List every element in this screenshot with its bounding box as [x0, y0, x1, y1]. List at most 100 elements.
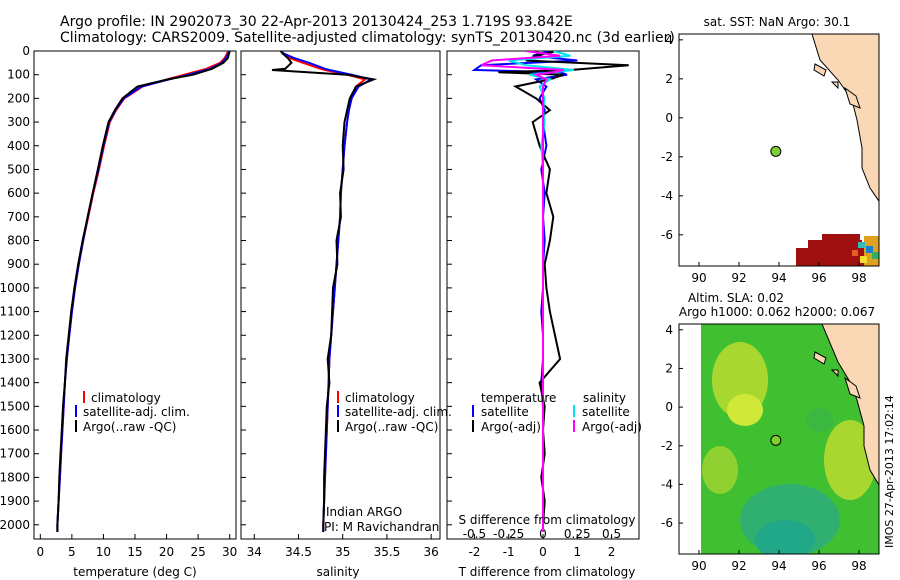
series-line	[56, 51, 231, 532]
y-tick-label: 500	[7, 162, 30, 176]
legend-label-climatology: climatology	[91, 391, 161, 405]
top-x-tick-label: -0.25	[493, 527, 524, 541]
x-tick-label: 34	[247, 545, 262, 559]
difference-legend: temperature satellite Argo(-adj) salinit…	[472, 391, 642, 434]
sst-data-cells	[796, 234, 879, 266]
x-tick-label: 10	[96, 545, 111, 559]
series-line	[56, 51, 231, 532]
sla-blob	[727, 394, 763, 426]
sla-blob	[702, 446, 738, 494]
legend-title-temperature: temperature	[481, 391, 556, 405]
y-tick-label: 1800	[0, 470, 30, 484]
y-tick-label: 1100	[0, 305, 30, 319]
temperature-panel-frame	[33, 50, 237, 540]
sumatra-coast	[811, 34, 879, 203]
top-x-tick-label: 0.5	[602, 527, 621, 541]
y-tick-label: 1600	[0, 423, 30, 437]
island	[844, 376, 861, 399]
legend-label-temp-satellite: satellite	[481, 405, 529, 419]
x-tick-label: 34.5	[285, 545, 312, 559]
island	[830, 369, 839, 378]
y-tick-label: 0	[665, 400, 673, 414]
sst-cell	[860, 256, 867, 263]
y-tick-label: -6	[661, 228, 673, 242]
y-tick-label: 1000	[0, 281, 30, 295]
y-tick-label: 600	[7, 186, 30, 200]
y-tick-label: 800	[7, 234, 30, 248]
credit-label: IMOS 27-Apr-2013 17:02:14	[883, 395, 896, 548]
y-tick-label: 0	[665, 111, 673, 125]
sst-map-body	[679, 34, 879, 266]
series-line	[471, 51, 578, 532]
x-tick-label: 0	[36, 545, 44, 559]
y-tick-label: 200	[7, 91, 30, 105]
salinity-lines	[271, 51, 378, 532]
x-tick-label: 98	[851, 271, 866, 285]
y-tick-label: 0	[22, 44, 30, 58]
x-tick-label: 98	[851, 559, 866, 573]
x-tick-label: 0	[539, 545, 547, 559]
temperature-lines	[56, 51, 231, 532]
x-tick-label: 94	[771, 559, 786, 573]
series-line	[280, 51, 374, 532]
difference-top-xlabel: S difference from climatology	[459, 513, 636, 527]
legend-label-satellite: satellite-adj. clim.	[345, 405, 452, 419]
difference-lines	[471, 51, 629, 532]
series-line	[279, 51, 367, 532]
series-line	[480, 51, 564, 532]
x-tick-label: -1	[503, 545, 515, 559]
island	[813, 351, 827, 365]
x-tick-label: 35	[335, 545, 350, 559]
legend-title-salinity: salinity	[583, 391, 626, 405]
x-tick-label: -2	[468, 545, 480, 559]
y-tick-label: 4	[665, 33, 673, 47]
y-tick-label: 4	[665, 323, 673, 337]
top-x-tick-label: 0	[539, 527, 547, 541]
x-tick-label: 5	[68, 545, 76, 559]
salinity-xlabel: salinity	[316, 565, 359, 579]
sst-map-title: sat. SST: NaN Argo: 30.1	[704, 15, 851, 29]
program-label: Indian ARGO	[326, 505, 402, 519]
sla-blob	[755, 520, 815, 554]
y-tick-label: 700	[7, 210, 30, 224]
top-x-tick-label: 0.25	[564, 527, 591, 541]
x-tick-label: 30	[222, 545, 237, 559]
x-tick-label: 96	[811, 559, 826, 573]
y-tick-label: 1200	[0, 328, 30, 342]
y-tick-label: 2000	[0, 518, 30, 532]
y-tick-label: -6	[661, 516, 673, 530]
y-tick-label: 900	[7, 257, 30, 271]
x-tick-label: 90	[691, 271, 706, 285]
sla-map-body	[679, 324, 879, 554]
sla-blob	[806, 408, 834, 432]
salinity-legend: climatology satellite-adj. clim. Argo(..…	[337, 391, 452, 434]
sst-cell	[858, 242, 865, 248]
y-tick-label: 1400	[0, 376, 30, 390]
island	[844, 86, 861, 109]
y-tick-label: 2	[665, 361, 673, 375]
x-tick-label: 1	[573, 545, 581, 559]
sumatra-coast	[821, 324, 879, 486]
sla-blob	[824, 420, 876, 500]
sla-map-axes: 90 92 94 96 98 4 2 0 -2 -4 -6	[661, 323, 867, 573]
y-tick-label: 1300	[0, 352, 30, 366]
x-tick-label: 94	[771, 271, 786, 285]
sst-cell	[808, 240, 862, 250]
x-tick-label: 25	[190, 545, 205, 559]
x-tick-label: 90	[691, 559, 706, 573]
pi-label: PI: M Ravichandran	[324, 520, 439, 534]
y-tick-label: 400	[7, 139, 30, 153]
argo-position-marker	[770, 434, 782, 446]
sst-cell	[866, 246, 873, 253]
temperature-legend: climatology satellite-adj. clim. Argo(..…	[75, 391, 190, 434]
y-tick-label: -2	[661, 439, 673, 453]
series-line	[271, 51, 378, 532]
x-tick-label: 2	[608, 545, 616, 559]
sla-map-title-line2: Argo h1000: 0.062 h2000: 0.067	[679, 305, 875, 319]
temperature-xlabel: temperature (deg C)	[73, 565, 196, 579]
x-tick-label: 96	[811, 271, 826, 285]
salinity-panel-frame	[240, 50, 441, 540]
sst-cell	[822, 234, 860, 242]
salinity-axes: 34 34.5 35 35.5 36	[241, 50, 439, 559]
